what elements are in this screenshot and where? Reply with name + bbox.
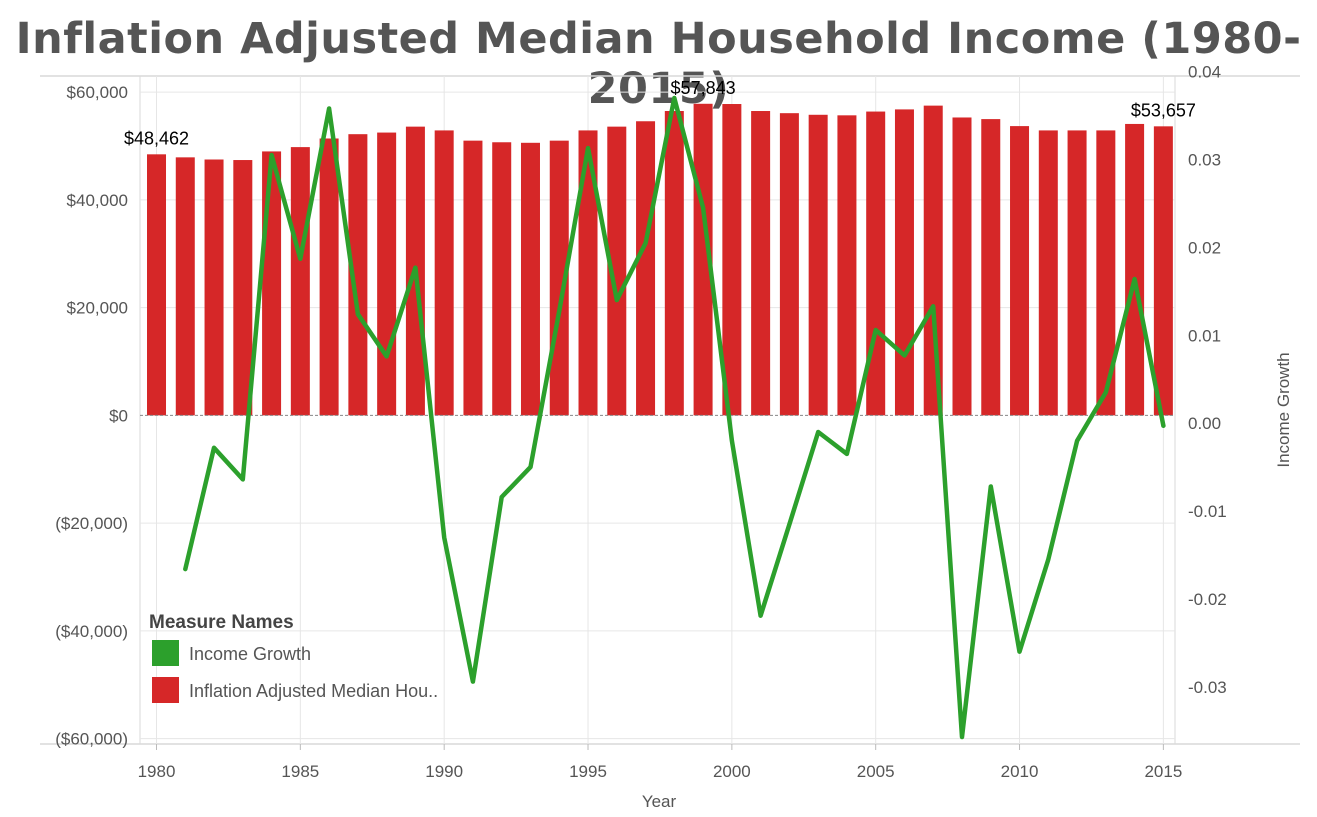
income-bar bbox=[175, 157, 195, 416]
y-left-tick-label: $20,000 bbox=[67, 299, 128, 318]
income-bar bbox=[808, 114, 828, 416]
y-left-tick-label: $60,000 bbox=[67, 83, 128, 102]
data-label: $57,843 bbox=[671, 78, 736, 98]
income-bar bbox=[952, 117, 972, 416]
x-tick-label: 2000 bbox=[713, 762, 751, 781]
income-bar bbox=[1125, 123, 1145, 416]
income-bar bbox=[233, 160, 253, 416]
y-right-tick-label: -0.02 bbox=[1188, 590, 1227, 609]
legend-entry-label: Income Growth bbox=[189, 644, 311, 664]
income-bar bbox=[1010, 126, 1030, 416]
data-label: $53,657 bbox=[1131, 100, 1196, 120]
income-bar bbox=[348, 134, 368, 416]
y-right-tick-label: 0.00 bbox=[1188, 414, 1221, 433]
legend-title: Measure Names bbox=[149, 612, 294, 633]
x-tick-label: 1990 bbox=[425, 762, 463, 781]
y-right-tick-label: 0.01 bbox=[1188, 326, 1221, 345]
x-tick-label: 2010 bbox=[1001, 762, 1039, 781]
x-tick-label: 2015 bbox=[1144, 762, 1182, 781]
y-left-tick-label: $40,000 bbox=[67, 191, 128, 210]
income-bar bbox=[923, 105, 943, 416]
y-right-tick-label: 0.03 bbox=[1188, 151, 1221, 170]
y-right-tick-label: 0.02 bbox=[1188, 238, 1221, 257]
income-bar bbox=[290, 147, 310, 416]
income-bar bbox=[866, 111, 886, 416]
income-bar bbox=[434, 130, 454, 416]
income-bar bbox=[377, 132, 397, 416]
legend-swatch bbox=[152, 677, 179, 703]
x-tick-label: 1980 bbox=[138, 762, 176, 781]
y-left-tick-label: ($40,000) bbox=[55, 622, 128, 641]
income-bar bbox=[722, 104, 742, 416]
income-bar bbox=[578, 130, 598, 416]
y-right-axis-title: Income Growth bbox=[1274, 352, 1293, 467]
income-bar bbox=[262, 151, 282, 416]
income-bar bbox=[204, 159, 224, 416]
income-bar bbox=[751, 111, 771, 416]
legend-swatch bbox=[152, 640, 179, 666]
income-bar bbox=[837, 115, 857, 416]
y-right-tick-label: 0.04 bbox=[1188, 63, 1221, 82]
income-bar bbox=[1153, 126, 1173, 416]
income-bar bbox=[636, 121, 656, 416]
income-bar bbox=[1067, 130, 1087, 416]
income-bar bbox=[981, 119, 1001, 416]
x-axis-title: Year bbox=[642, 792, 677, 811]
x-tick-label: 1995 bbox=[569, 762, 607, 781]
legend-entry-label: Inflation Adjusted Median Hou.. bbox=[189, 681, 438, 701]
income-bar bbox=[463, 140, 483, 416]
y-left-tick-label: ($60,000) bbox=[55, 730, 128, 749]
y-right-tick-label: -0.03 bbox=[1188, 678, 1227, 697]
income-bar bbox=[664, 111, 684, 416]
income-bar bbox=[492, 142, 512, 416]
income-bar bbox=[1038, 130, 1058, 416]
y-left-tick-label: $0 bbox=[109, 406, 128, 425]
income-bar bbox=[894, 109, 914, 416]
x-tick-label: 2005 bbox=[857, 762, 895, 781]
income-bar bbox=[1096, 130, 1116, 416]
income-bar bbox=[607, 126, 627, 416]
chart-title: Inflation Adjusted Median Household Inco… bbox=[15, 14, 1302, 114]
data-label: $48,462 bbox=[124, 128, 189, 148]
income-bar bbox=[779, 113, 799, 416]
x-tick-label: 1985 bbox=[281, 762, 319, 781]
income-bar bbox=[520, 142, 540, 416]
income-bar bbox=[147, 154, 167, 416]
y-left-tick-label: ($20,000) bbox=[55, 514, 128, 533]
y-right-tick-label: -0.01 bbox=[1188, 502, 1227, 521]
income-bar bbox=[319, 138, 339, 416]
